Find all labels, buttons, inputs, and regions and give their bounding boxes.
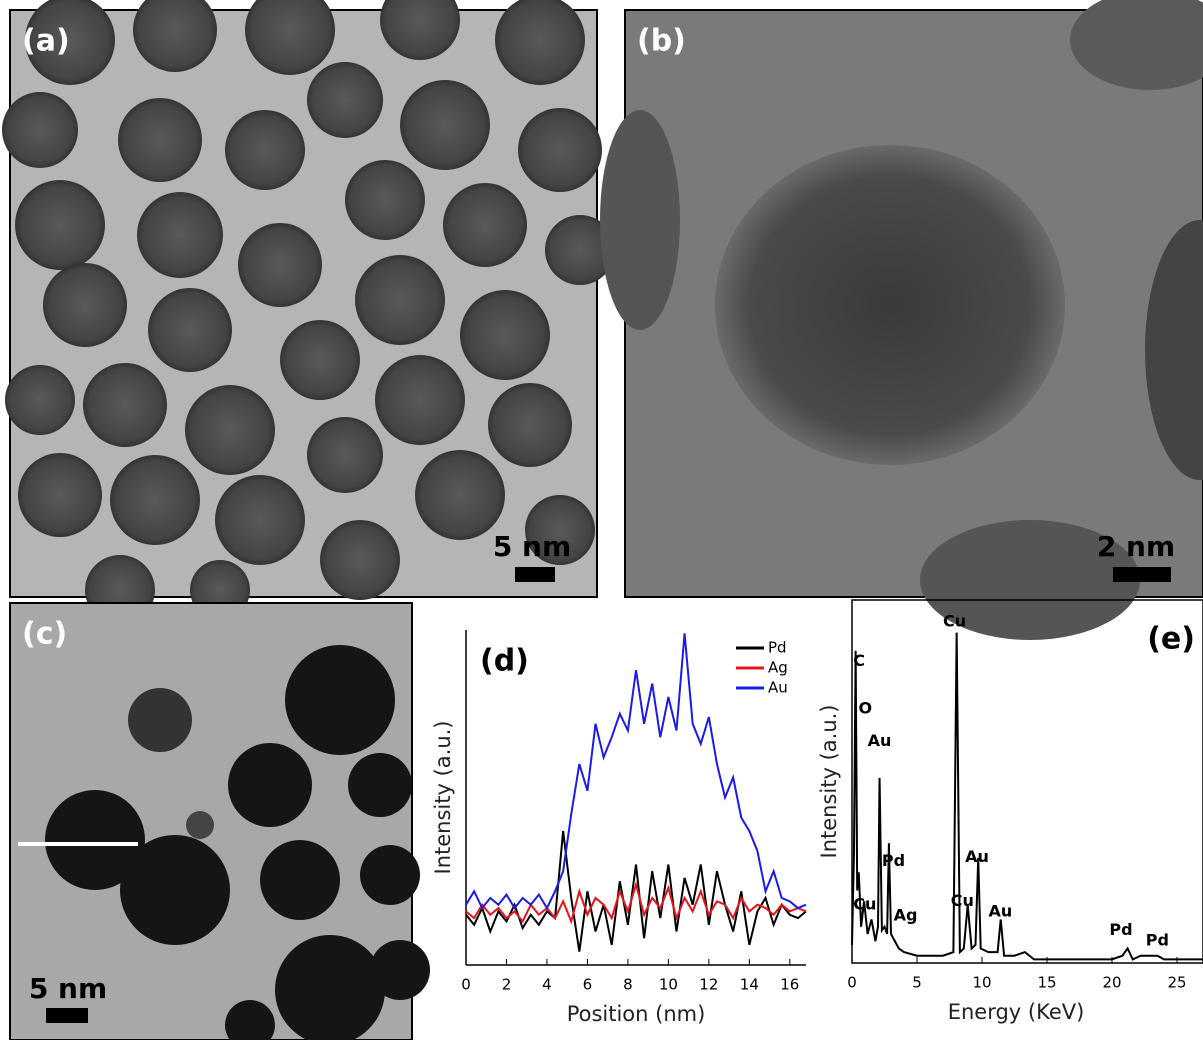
x-tick-label: 25 (1167, 974, 1186, 992)
particle (715, 145, 1065, 465)
peak-label: Ag (894, 905, 918, 924)
data-line (466, 831, 806, 952)
scale-bar (515, 567, 555, 582)
panel-c: (c) 5 nm (10, 603, 430, 1040)
peak-label: Cu (943, 611, 966, 630)
panel-label: (e) (1147, 622, 1195, 657)
x-axis-label: Energy (KeV) (948, 1000, 1085, 1024)
peak-label: Au (868, 731, 892, 750)
x-tick-label: 12 (699, 976, 718, 994)
x-tick-label: 10 (972, 974, 991, 992)
x-tick-label: 20 (1102, 974, 1121, 992)
x-tick-label: 4 (542, 976, 552, 994)
panel-label: (a) (22, 24, 70, 59)
peak-label: Cu (951, 891, 974, 910)
peak-label: Pd (1146, 931, 1169, 950)
legend-label: Pd (768, 639, 787, 657)
peak-label: Pd (882, 851, 905, 870)
peak-label: Pd (1109, 920, 1132, 939)
x-tick-label: 8 (623, 976, 633, 994)
panel-label: (d) (480, 644, 529, 679)
legend-label: Au (768, 679, 788, 697)
x-tick-label: 6 (583, 976, 593, 994)
peak-label: C (853, 651, 865, 670)
x-tick-label: 10 (659, 976, 678, 994)
scale-bar (46, 1008, 88, 1023)
panel-label: (c) (22, 617, 67, 652)
x-axis-label: Position (nm) (567, 1002, 706, 1026)
data-line (466, 885, 806, 922)
y-axis-label: Intensity (a.u.) (817, 705, 841, 859)
panel-a: (a) 5 nm (2, 0, 615, 625)
scale-bar-label: 2 nm (1097, 530, 1175, 563)
x-tick-label: 16 (780, 976, 799, 994)
figure: (a) 5 nm (b) 2 nm (c) 5 nm 0 2 4 6 8 10 12 14 16… (0, 0, 1203, 1040)
panel-label: (b) (637, 24, 686, 59)
scale-bar (1113, 567, 1171, 582)
peak-label: Cu (853, 894, 876, 913)
x-tick-label: 15 (1037, 974, 1056, 992)
x-tick-label: 5 (912, 974, 922, 992)
particle (600, 110, 680, 330)
x-tick-label: 14 (740, 976, 759, 994)
scale-bar-label: 5 nm (29, 972, 107, 1005)
y-axis-label: Intensity (a.u.) (431, 721, 455, 875)
x-tick-label: 2 (502, 976, 512, 994)
peak-label: Au (965, 847, 989, 866)
x-tick-label: 0 (461, 976, 471, 994)
peak-label: O (859, 698, 873, 717)
scale-bar-label: 5 nm (493, 530, 571, 563)
panel-b: (b) 2 nm (600, 0, 1203, 640)
peak-label: Au (989, 902, 1013, 921)
x-tick-label: 0 (847, 974, 857, 992)
legend-label: Ag (768, 659, 788, 677)
